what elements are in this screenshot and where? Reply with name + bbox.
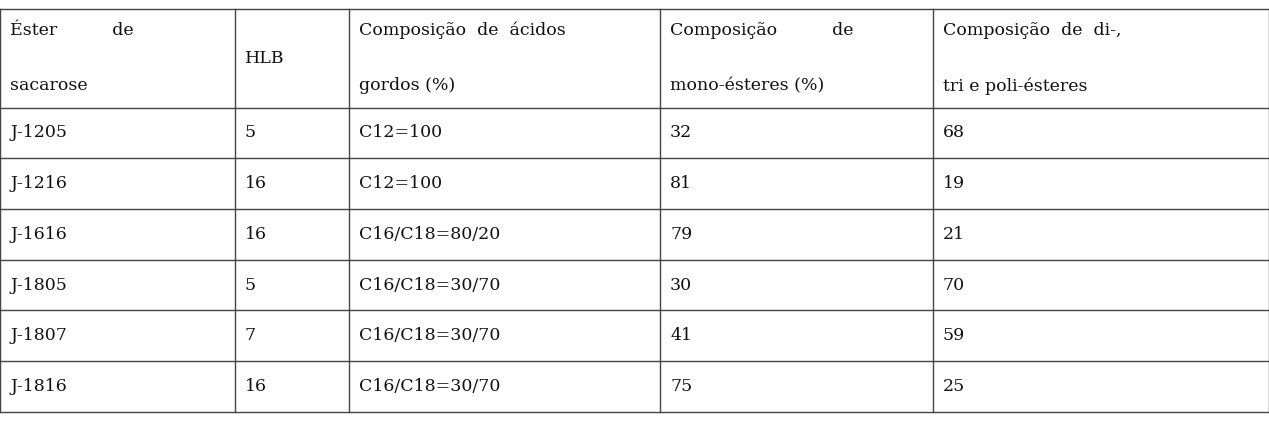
Text: 81: 81 [670, 175, 692, 192]
Text: 25: 25 [943, 378, 966, 395]
Text: 75: 75 [670, 378, 693, 395]
Text: J-1807: J-1807 [10, 327, 67, 344]
Text: 7: 7 [245, 327, 256, 344]
Text: gordos (%): gordos (%) [359, 77, 456, 95]
Text: 79: 79 [670, 226, 693, 243]
Text: C16/C18=30/70: C16/C18=30/70 [359, 276, 500, 294]
Text: 5: 5 [245, 276, 256, 294]
Text: J-1205: J-1205 [10, 124, 67, 141]
Text: 16: 16 [245, 226, 266, 243]
Text: tri e poli-ésteres: tri e poli-ésteres [943, 77, 1088, 95]
Text: HLB: HLB [245, 49, 284, 67]
Text: J-1805: J-1805 [10, 276, 67, 294]
Text: Composição  de  ácidos: Composição de ácidos [359, 22, 566, 39]
Text: 41: 41 [670, 327, 692, 344]
Text: 68: 68 [943, 124, 964, 141]
Text: C16/C18=80/20: C16/C18=80/20 [359, 226, 500, 243]
Text: C16/C18=30/70: C16/C18=30/70 [359, 327, 500, 344]
Text: C12=100: C12=100 [359, 175, 443, 192]
Text: J-1616: J-1616 [10, 226, 67, 243]
Text: 16: 16 [245, 175, 266, 192]
Text: mono-ésteres (%): mono-ésteres (%) [670, 77, 825, 95]
Text: C16/C18=30/70: C16/C18=30/70 [359, 378, 500, 395]
Text: Composição  de  di-,: Composição de di-, [943, 22, 1122, 39]
Text: 16: 16 [245, 378, 266, 395]
Text: 21: 21 [943, 226, 964, 243]
Text: Éster          de: Éster de [10, 22, 133, 39]
Text: Composição          de: Composição de [670, 22, 854, 39]
Text: J-1216: J-1216 [10, 175, 67, 192]
Text: C12=100: C12=100 [359, 124, 443, 141]
Text: 30: 30 [670, 276, 692, 294]
Text: 32: 32 [670, 124, 693, 141]
Text: sacarose: sacarose [10, 77, 88, 95]
Text: 19: 19 [943, 175, 964, 192]
Text: 5: 5 [245, 124, 256, 141]
Text: J-1816: J-1816 [10, 378, 67, 395]
Text: 70: 70 [943, 276, 964, 294]
Text: 59: 59 [943, 327, 966, 344]
